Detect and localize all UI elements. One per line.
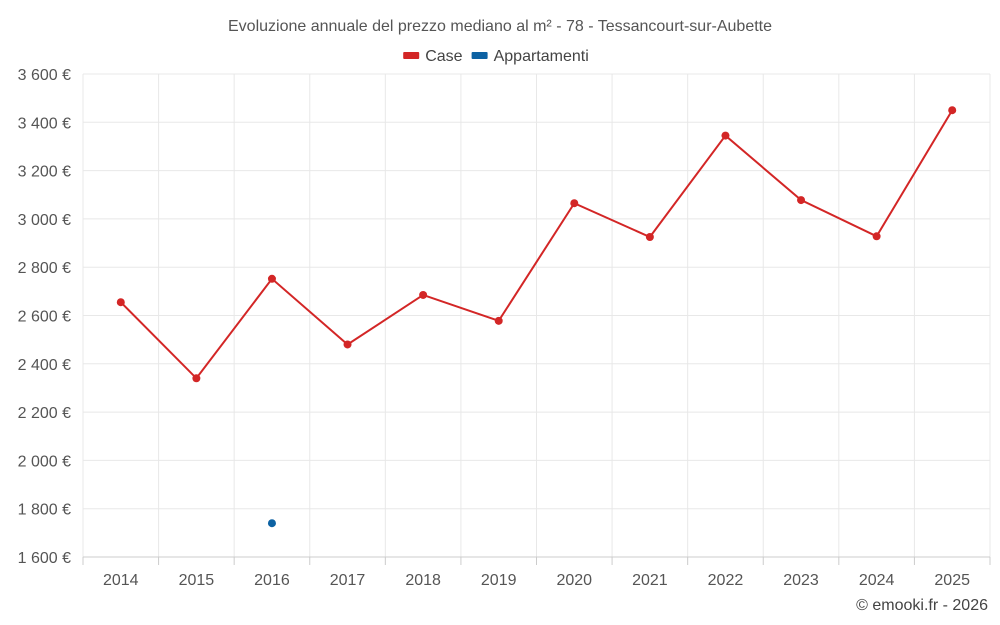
y-tick-label-3200: 3 200 € (18, 164, 71, 181)
x-tick-label-2018: 2018 (405, 572, 441, 589)
series-appartamenti (267, 519, 276, 528)
x-tick-label-2020: 2020 (556, 572, 592, 589)
x-tick-label-2023: 2023 (783, 572, 819, 589)
data-point-case-2015[interactable] (192, 374, 201, 383)
y-tick-label-2400: 2 400 € (18, 357, 71, 374)
legend-swatch-case (403, 52, 420, 59)
y-tick-label-2000: 2 000 € (18, 453, 71, 470)
y-tick-label-3600: 3 600 € (18, 67, 71, 84)
x-tick-label-2017: 2017 (330, 572, 366, 589)
legend-label-appartamenti: Appartamenti (494, 48, 589, 65)
legend-label-case: Case (425, 48, 462, 65)
data-point-case-2023[interactable] (797, 196, 806, 205)
x-tick-label-2014: 2014 (103, 572, 139, 589)
y-tick-label-1800: 1 800 € (18, 502, 71, 519)
legend-swatch-appartamenti (471, 52, 488, 59)
data-point-case-2017[interactable] (343, 340, 352, 349)
legend: Case Appartamenti (403, 48, 589, 65)
data-point-appartamenti-2016[interactable] (267, 519, 276, 528)
data-point-case-2019[interactable] (494, 316, 503, 325)
series-layer (116, 106, 957, 528)
legend-item-case[interactable]: Case (403, 48, 463, 65)
y-axis: 1 600 € 1 800 € 2 000 € 2 200 € 2 400 € 2 600… (18, 67, 71, 567)
y-tick-label-2200: 2 200 € (18, 405, 71, 422)
grid (82, 73, 991, 558)
x-tick-label-2015: 2015 (179, 572, 215, 589)
x-axis: 2014 2015 2016 2017 2018 2019 2020 2021 2022 2023… (82, 556, 991, 589)
x-tick-label-2019: 2019 (481, 572, 517, 589)
y-tick-label-1600: 1 600 € (18, 550, 71, 567)
legend-item-appartamenti[interactable]: Appartamenti (471, 48, 589, 65)
data-point-case-2024[interactable] (872, 232, 881, 241)
x-tick-label-2016: 2016 (254, 572, 290, 589)
data-point-case-2022[interactable] (721, 131, 730, 140)
x-tick-label-2024: 2024 (859, 572, 895, 589)
data-point-case-2025[interactable] (948, 106, 957, 115)
x-tick-label-2022: 2022 (708, 572, 744, 589)
x-tick-label-2021: 2021 (632, 572, 668, 589)
y-tick-label-3400: 3 400 € (18, 115, 71, 132)
y-tick-label-2600: 2 600 € (18, 309, 71, 326)
y-tick-label-3000: 3 000 € (18, 212, 71, 229)
data-point-case-2014[interactable] (116, 298, 125, 307)
series-line-case (120, 109, 954, 380)
credit-text: © emooki.fr - 2026 (856, 597, 988, 614)
data-point-case-2016[interactable] (267, 274, 276, 283)
data-point-case-2020[interactable] (570, 199, 579, 208)
series-case (116, 106, 957, 383)
y-tick-label-2800: 2 800 € (18, 260, 71, 277)
data-point-case-2018[interactable] (419, 290, 428, 299)
chart-title: Evoluzione annuale del prezzo mediano al… (228, 18, 772, 35)
data-point-case-2021[interactable] (645, 233, 654, 242)
x-tick-label-2025: 2025 (934, 572, 970, 589)
